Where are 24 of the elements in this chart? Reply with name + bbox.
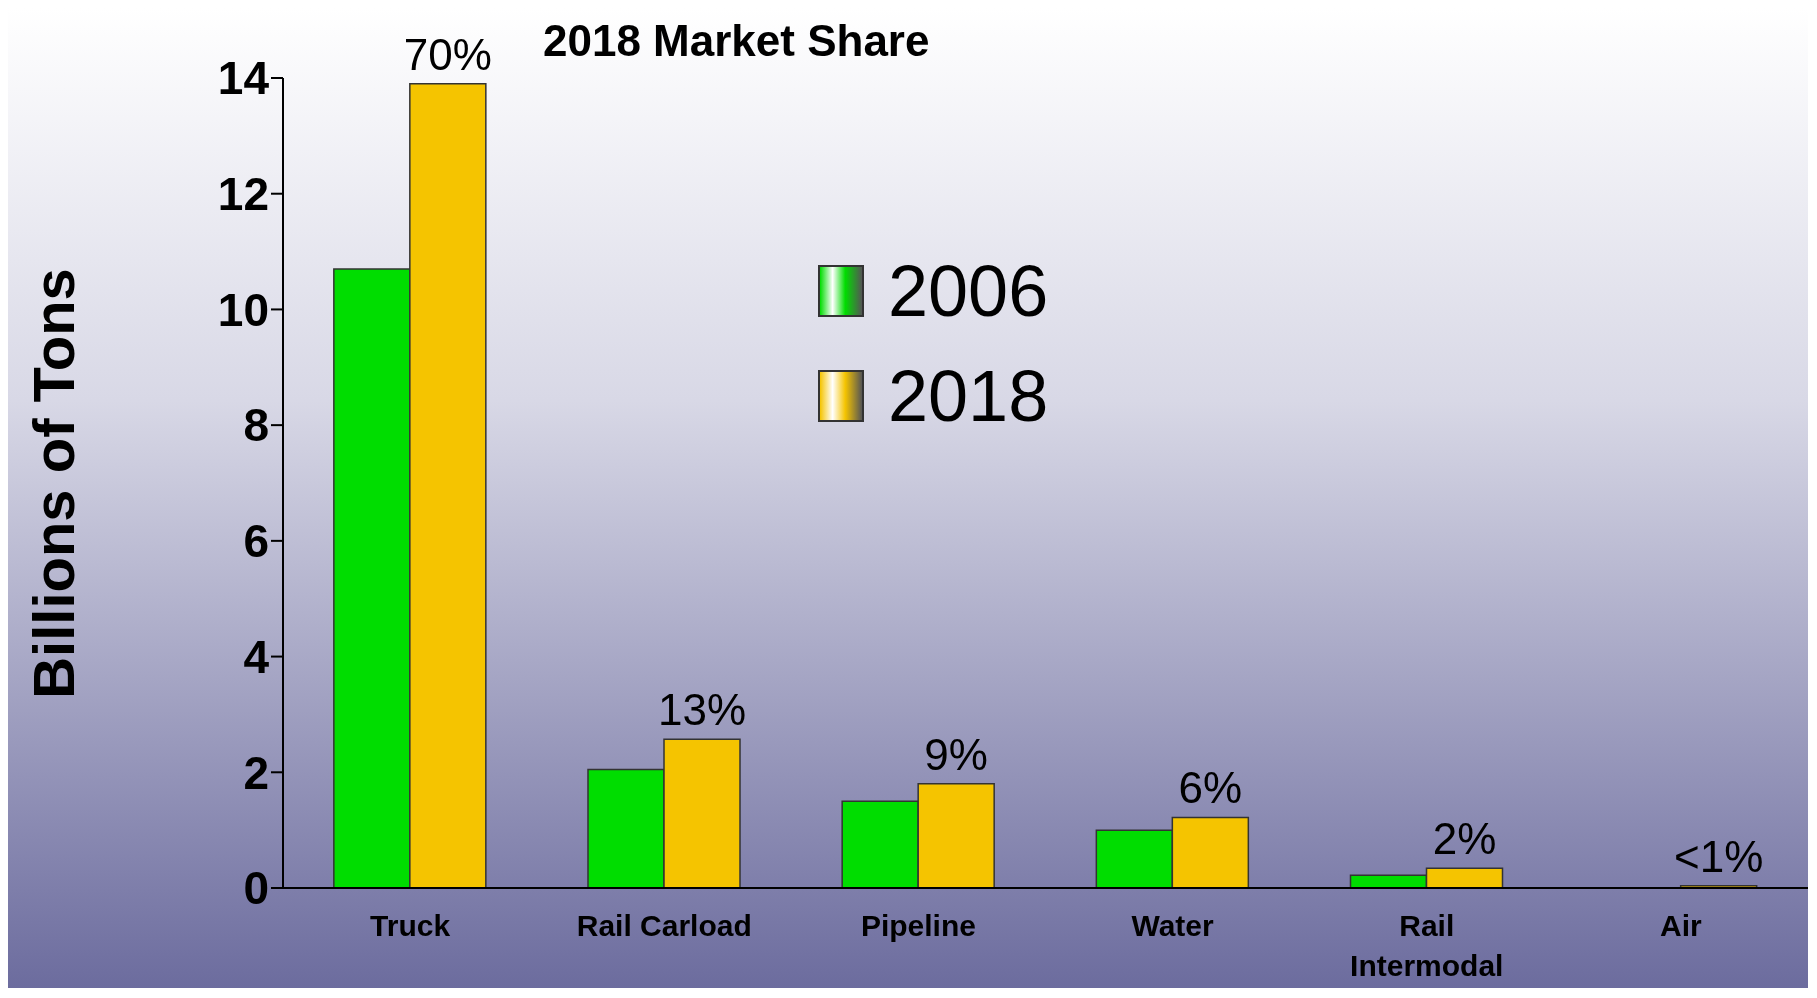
x-tick-label: Rail Carload xyxy=(576,909,752,942)
y-tick-label: 6 xyxy=(243,515,269,568)
annotation: <1% xyxy=(1674,831,1764,881)
legend-label: 2006 xyxy=(888,249,1049,332)
y-tick-label: 0 xyxy=(243,862,269,915)
y-axis-title: Billions of Tons xyxy=(19,267,87,699)
y-tick-label: 8 xyxy=(243,399,269,452)
y-tick-label: 14 xyxy=(217,52,270,105)
x-tick-label: Water xyxy=(1131,909,1215,942)
annotation: 9% xyxy=(924,729,988,779)
annotation: 2% xyxy=(1432,814,1497,864)
annotation: 70% xyxy=(403,29,492,79)
y-tick-label: 12 xyxy=(217,168,269,221)
x-tick-label: Rail Intermodal xyxy=(1350,909,1504,982)
y-tick-label: 2 xyxy=(243,746,269,799)
annotation: 13% xyxy=(657,685,747,735)
chart-title: 2018 Market Share xyxy=(543,16,930,66)
x-tick-label: Air xyxy=(1660,909,1703,942)
y-tick-label: 4 xyxy=(243,630,270,683)
x-tick-label: Pipeline xyxy=(860,909,976,942)
annotation: 6% xyxy=(1178,763,1243,813)
y-tick-label: 10 xyxy=(217,283,269,336)
legend-label: 2018 xyxy=(888,354,1049,437)
x-tick-label: Truck xyxy=(370,909,451,942)
